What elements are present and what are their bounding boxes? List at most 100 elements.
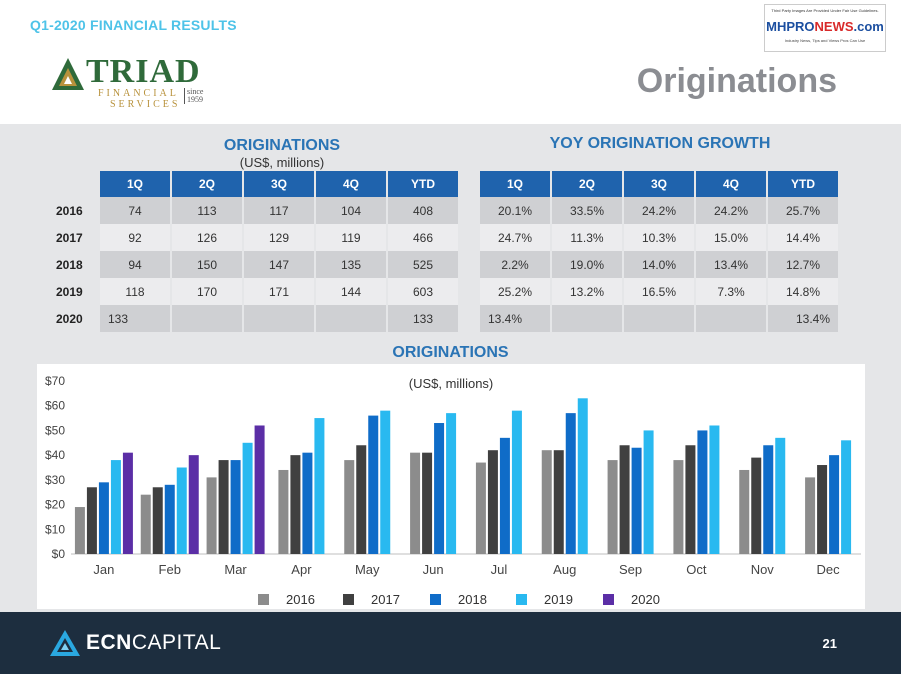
triad-logo: TRIAD FINANCIAL SERVICES since 1959: [50, 53, 210, 110]
growth-header-cell: 1Q: [480, 171, 550, 197]
y-tick-label: $20: [45, 498, 65, 512]
slide-footer: ECNCAPITAL 21: [0, 612, 901, 674]
bar-2018-nov: [763, 445, 774, 554]
originations-cell: 113: [172, 197, 242, 224]
x-tick-label: Jun: [423, 562, 444, 577]
growth-cell: 11.3%: [552, 224, 622, 251]
bar-2018-jun: [434, 423, 445, 554]
triad-logo-since: since 1959: [184, 88, 203, 104]
originations-cell: 466: [388, 224, 458, 251]
watermark-name-c: .com: [853, 19, 884, 34]
triad-logo-financial: FINANCIAL: [98, 88, 179, 99]
slide-header: Q1-2020 FINANCIAL RESULTS TRIAD FINANCIA…: [0, 0, 901, 124]
growth-table: 1Q 2Q 3Q 4Q YTD 20.1% 33.5% 24.2% 24.2% 25.7…: [478, 171, 840, 332]
originations-row-year: 2020: [56, 311, 83, 326]
bar-2016-jan: [74, 507, 85, 554]
growth-cell: [552, 305, 622, 332]
bar-2020-feb: [188, 455, 199, 554]
bar-2016-jun: [410, 452, 421, 554]
bar-2019-oct: [709, 425, 720, 554]
growth-row: 25.2% 13.2% 16.5% 7.3% 14.8%: [480, 278, 838, 305]
growth-cell: 2.2%: [480, 251, 550, 278]
x-tick-label: Jul: [491, 562, 508, 577]
growth-cell: 19.0%: [552, 251, 622, 278]
x-tick-label: May: [355, 562, 380, 577]
bar-2017-jan: [86, 487, 97, 554]
y-tick-label: $30: [45, 473, 65, 487]
ecn-logo-icon: [50, 630, 80, 656]
bar-2018-mar: [230, 460, 241, 554]
originations-cell: 135: [316, 251, 386, 278]
bar-2019-sep: [643, 430, 654, 554]
x-tick-label: Dec: [817, 562, 841, 577]
originations-cell: 92: [100, 224, 170, 251]
y-tick-label: $50: [45, 423, 65, 437]
legend-label-2016: 2016: [286, 592, 315, 607]
y-tick-label: $60: [45, 399, 65, 413]
originations-header-cell: 4Q: [316, 171, 386, 197]
bar-2019-nov: [775, 437, 786, 554]
originations-cell: 525: [388, 251, 458, 278]
growth-row: 13.4% 13.4%: [480, 305, 838, 332]
bar-2020-mar: [254, 425, 265, 554]
triad-triangle-icon: [52, 58, 84, 90]
growth-cell: 25.7%: [768, 197, 838, 224]
bar-2017-jul: [487, 450, 498, 554]
growth-cell: 24.2%: [696, 197, 766, 224]
bar-2017-feb: [152, 487, 163, 554]
originations-row-year: 2018: [56, 257, 83, 272]
page-title: Originations: [636, 62, 837, 100]
growth-cell: 20.1%: [480, 197, 550, 224]
originations-row: 2018 94 150 147 135 525: [54, 251, 458, 278]
growth-cell: 24.7%: [480, 224, 550, 251]
x-tick-label: Apr: [291, 562, 312, 577]
originations-row: 2020 133 133: [54, 305, 458, 332]
bar-2016-apr: [278, 469, 289, 554]
originations-cell: 104: [316, 197, 386, 224]
growth-cell: 14.0%: [624, 251, 694, 278]
growth-cell: 12.7%: [768, 251, 838, 278]
ecn-brand-light: CAPITAL: [131, 631, 222, 654]
x-tick-label: Oct: [686, 562, 707, 577]
bar-2018-dec: [829, 455, 840, 554]
bar-2018-feb: [164, 484, 175, 554]
growth-cell: 16.5%: [624, 278, 694, 305]
originations-table: 1Q 2Q 3Q 4Q YTD 2016 74 113 117 104 408 2017 92…: [52, 171, 460, 332]
triad-since-text: since: [187, 87, 204, 96]
originations-cell: 147: [244, 251, 314, 278]
x-tick-label: Feb: [159, 562, 181, 577]
growth-cell: 14.4%: [768, 224, 838, 251]
bar-2017-mar: [218, 460, 229, 554]
originations-header-row: 1Q 2Q 3Q 4Q YTD: [54, 171, 458, 197]
x-tick-label: Nov: [751, 562, 775, 577]
bar-2019-jun: [446, 413, 457, 554]
bar-2017-oct: [685, 445, 696, 554]
bar-2017-aug: [553, 450, 564, 554]
originations-cell: 133: [100, 305, 170, 332]
bar-2016-dec: [805, 477, 816, 554]
ecn-capital-logo-text: ECNCAPITAL: [86, 631, 221, 655]
legend-swatch-2020: [603, 594, 614, 605]
originations-cell: [244, 305, 314, 332]
originations-cell: 129: [244, 224, 314, 251]
watermark-fair-use-text: Third Party Images Are Provided Under Fa…: [771, 8, 879, 13]
bar-2019-may: [380, 410, 391, 554]
bar-2018-jan: [98, 482, 109, 554]
legend-label-2020: 2020: [631, 592, 660, 607]
bar-2020-jan: [122, 452, 133, 554]
originations-table-title: ORIGINATIONS: [223, 137, 341, 154]
bar-2019-dec: [841, 440, 852, 554]
bar-2019-mar: [242, 442, 253, 554]
bar-2018-aug: [565, 413, 576, 554]
growth-cell: 13.2%: [552, 278, 622, 305]
originations-header-cell: YTD: [388, 171, 458, 197]
bar-2017-sep: [619, 445, 630, 554]
legend-label-2017: 2017: [371, 592, 400, 607]
x-tick-label: Aug: [553, 562, 576, 577]
legend-swatch-2016: [258, 594, 269, 605]
bar-2017-nov: [751, 457, 762, 554]
growth-cell: 10.3%: [624, 224, 694, 251]
originations-header-cell: 2Q: [172, 171, 242, 197]
growth-cell: 13.4%: [768, 305, 838, 332]
y-tick-label: $70: [45, 374, 65, 388]
